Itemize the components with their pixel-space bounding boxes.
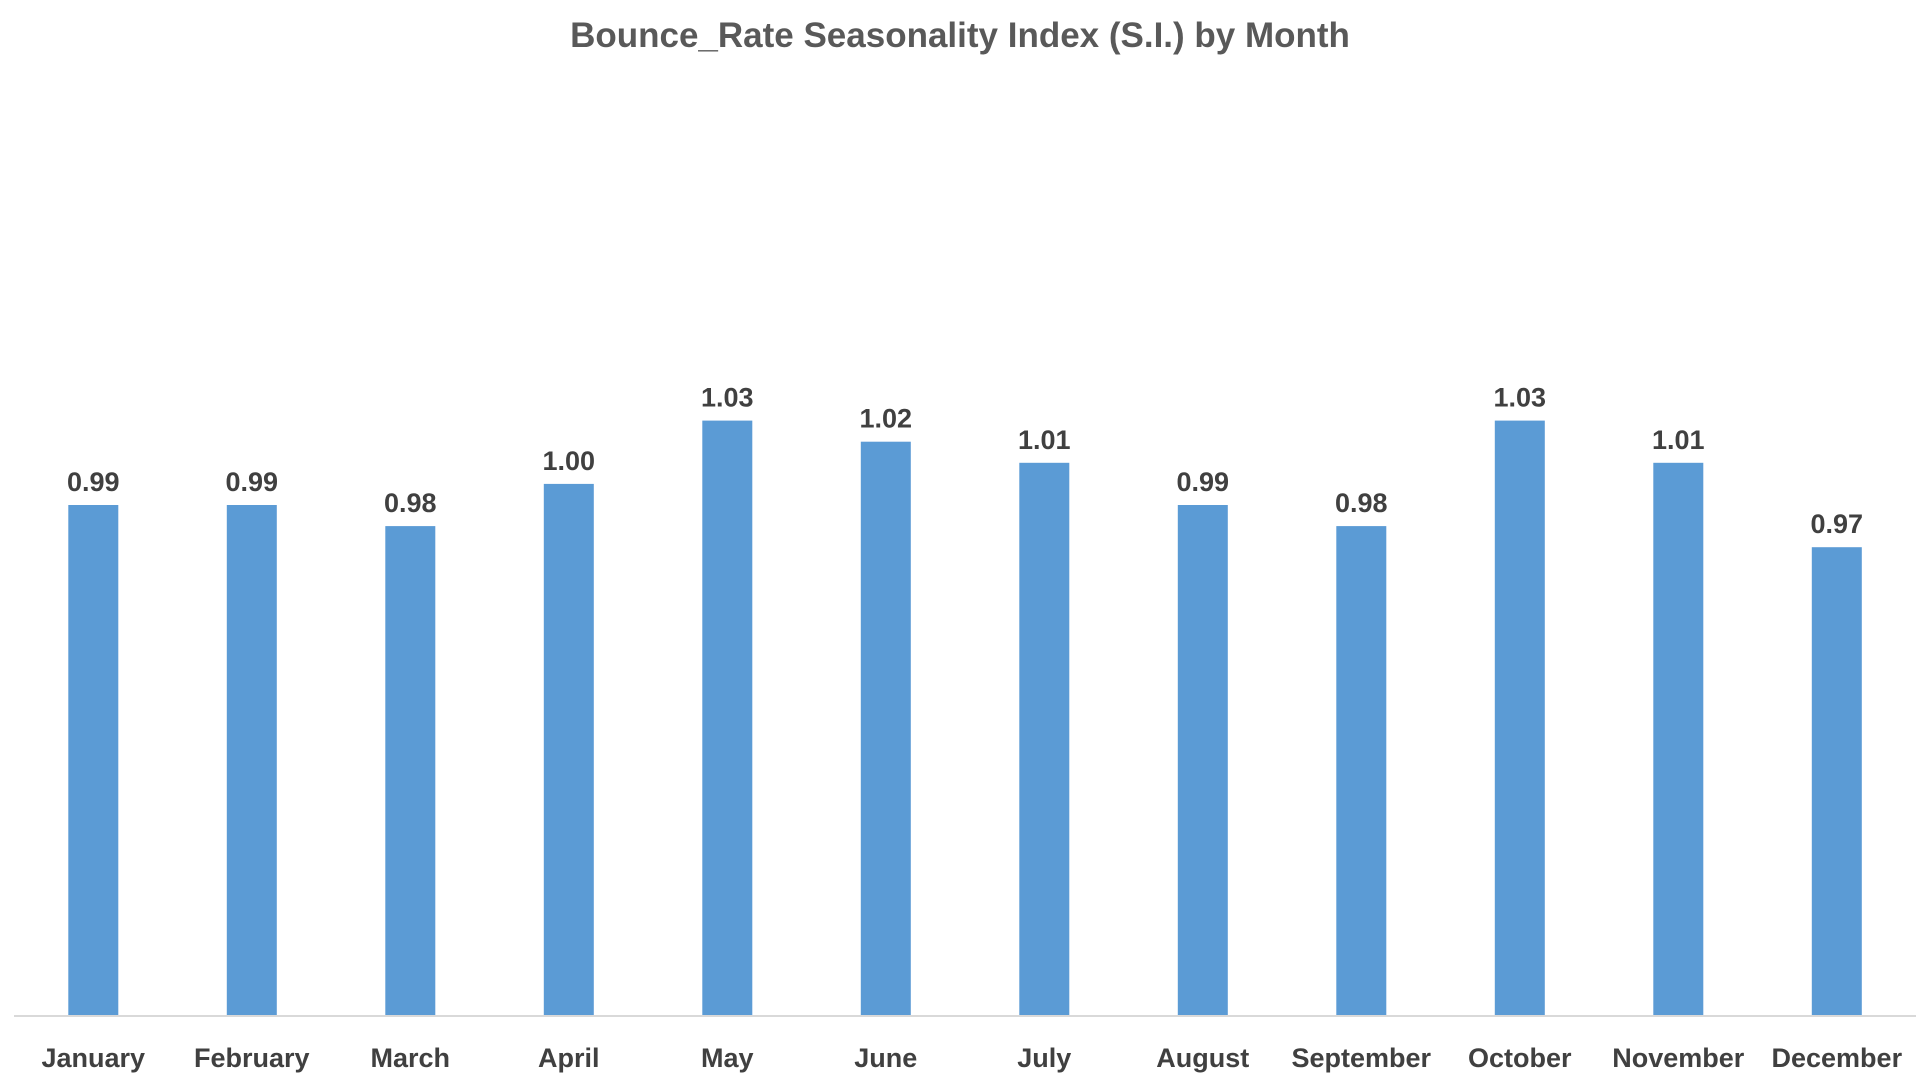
value-label-june: 1.02 [860,404,913,434]
bar-august [1177,505,1228,1016]
value-label-april: 1.00 [543,446,596,476]
x-tick-label-march: March [371,1043,451,1073]
value-label-may: 1.03 [701,383,754,413]
x-tick-label-november: November [1612,1043,1745,1073]
value-label-february: 0.99 [226,467,279,497]
value-label-july: 1.01 [1018,425,1071,455]
value-label-march: 0.98 [384,488,437,518]
x-tick-label-january: January [42,1043,146,1073]
value-label-august: 0.99 [1177,467,1230,497]
bar-july [1019,462,1070,1016]
bar-september [1336,526,1387,1016]
bar-march [385,526,436,1016]
x-tick-label-july: July [1017,1043,1071,1073]
value-label-december: 0.97 [1811,509,1864,539]
x-tick-labels-group: January February March April May June July Augu… [42,1043,1903,1073]
x-tick-label-february: February [194,1043,310,1073]
value-label-october: 1.03 [1494,383,1547,413]
x-tick-label-august: August [1156,1043,1249,1073]
bars-group [68,420,1862,1017]
x-tick-label-may: May [701,1043,754,1073]
bar-june [860,441,911,1016]
bar-february [226,505,277,1016]
chart-title: Bounce_Rate Seasonality Index (S.I.) by … [570,16,1350,55]
x-tick-label-september: September [1292,1043,1432,1073]
x-tick-label-december: December [1772,1043,1903,1073]
x-tick-label-june: June [854,1043,917,1073]
value-label-january: 0.99 [67,467,120,497]
value-labels-group: 0.99 0.99 0.98 1.00 1.03 1.02 1.01 0.99 0.98 1.03… [67,383,1863,540]
bar-may [702,420,753,1017]
bar-april [543,483,594,1016]
value-label-november: 1.01 [1652,425,1705,455]
x-tick-label-april: April [538,1043,600,1073]
value-label-september: 0.98 [1335,488,1388,518]
bar-november [1653,462,1704,1016]
bar-october [1494,420,1545,1017]
bar-january [68,505,119,1016]
x-tick-label-october: October [1468,1043,1572,1073]
bar-december [1811,547,1862,1016]
